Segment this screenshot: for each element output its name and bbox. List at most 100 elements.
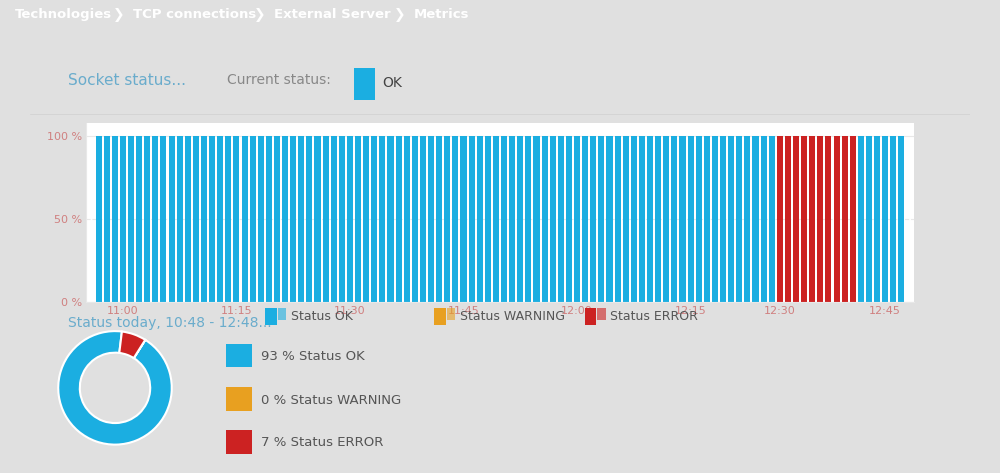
Bar: [866, 136, 872, 302]
Bar: [720, 136, 726, 302]
Bar: [712, 136, 718, 302]
Bar: [201, 136, 207, 302]
Text: Metrics: Metrics: [414, 8, 470, 21]
Bar: [387, 136, 394, 302]
Bar: [679, 136, 686, 302]
Bar: [485, 136, 491, 302]
Bar: [574, 136, 580, 302]
Bar: [436, 136, 442, 302]
Wedge shape: [58, 331, 172, 445]
Bar: [193, 136, 199, 302]
Bar: [517, 136, 523, 302]
Bar: [752, 136, 759, 302]
Bar: [525, 136, 531, 302]
Bar: [306, 136, 312, 302]
Bar: [777, 136, 783, 302]
Bar: [663, 136, 669, 302]
Bar: [144, 136, 150, 302]
Bar: [404, 136, 410, 302]
Bar: [447, 308, 455, 320]
Bar: [834, 136, 840, 302]
Bar: [217, 136, 223, 302]
Bar: [226, 387, 252, 411]
Bar: [96, 136, 102, 302]
Text: Status OK: Status OK: [291, 310, 353, 323]
Bar: [809, 136, 815, 302]
Bar: [396, 136, 402, 302]
Bar: [469, 136, 475, 302]
Text: Technologies: Technologies: [15, 8, 112, 21]
Text: ❯: ❯: [254, 8, 265, 22]
Bar: [444, 136, 450, 302]
Bar: [590, 136, 596, 302]
Bar: [769, 136, 775, 302]
Bar: [104, 136, 110, 302]
Bar: [290, 136, 296, 302]
Bar: [412, 136, 418, 302]
Bar: [363, 136, 369, 302]
Bar: [785, 136, 791, 302]
Bar: [258, 136, 264, 302]
Wedge shape: [119, 332, 145, 358]
Bar: [152, 136, 158, 302]
Bar: [371, 136, 377, 302]
Bar: [744, 136, 750, 302]
Bar: [647, 136, 653, 302]
Bar: [850, 136, 856, 302]
Bar: [761, 136, 767, 302]
Text: Status ERROR: Status ERROR: [610, 310, 698, 323]
Bar: [558, 136, 564, 302]
Bar: [898, 136, 904, 302]
Bar: [120, 136, 126, 302]
Bar: [460, 136, 467, 302]
Bar: [225, 136, 231, 302]
Bar: [314, 136, 321, 302]
Bar: [688, 136, 694, 302]
Bar: [226, 429, 252, 454]
Bar: [623, 136, 629, 302]
Bar: [169, 136, 175, 302]
Text: External Server: External Server: [274, 8, 390, 21]
Bar: [801, 136, 807, 302]
Bar: [597, 308, 606, 320]
Bar: [477, 136, 483, 302]
Bar: [177, 136, 183, 302]
Bar: [233, 136, 239, 302]
Bar: [566, 136, 572, 302]
Bar: [434, 308, 446, 325]
Bar: [639, 136, 645, 302]
Bar: [728, 136, 734, 302]
Bar: [160, 136, 166, 302]
Text: ❯: ❯: [394, 8, 406, 22]
Text: 7 % Status ERROR: 7 % Status ERROR: [261, 437, 384, 449]
Bar: [501, 136, 507, 302]
Bar: [842, 136, 848, 302]
Bar: [615, 136, 621, 302]
Text: OK: OK: [382, 77, 402, 90]
Bar: [542, 136, 548, 302]
Bar: [128, 136, 134, 302]
Bar: [242, 136, 248, 302]
Bar: [696, 136, 702, 302]
Bar: [185, 136, 191, 302]
Bar: [428, 136, 434, 302]
Bar: [379, 136, 385, 302]
Bar: [282, 136, 288, 302]
Bar: [452, 136, 458, 302]
Text: Status WARNING: Status WARNING: [460, 310, 565, 323]
Bar: [874, 136, 880, 302]
Bar: [274, 136, 280, 302]
Bar: [736, 136, 742, 302]
Bar: [704, 136, 710, 302]
Bar: [226, 343, 252, 368]
Bar: [631, 136, 637, 302]
Bar: [598, 136, 604, 302]
Bar: [136, 136, 142, 302]
Bar: [817, 136, 823, 302]
Bar: [493, 136, 499, 302]
Bar: [331, 136, 337, 302]
Bar: [323, 136, 329, 302]
Bar: [347, 136, 353, 302]
Bar: [278, 308, 286, 320]
Text: 93 % Status OK: 93 % Status OK: [261, 350, 365, 363]
